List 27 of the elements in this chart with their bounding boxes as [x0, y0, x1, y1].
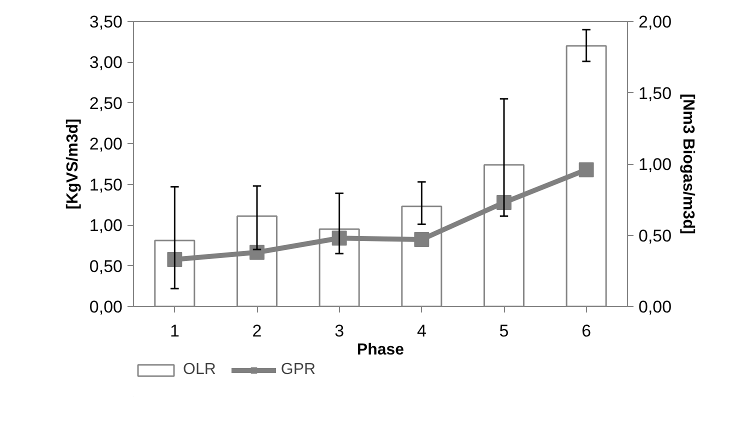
- legend-label: OLR: [183, 361, 216, 379]
- y2-tick-label: 0,00: [638, 298, 672, 316]
- y-axis-title: [KgVS/m3d]: [64, 118, 82, 210]
- y-tick-label: 3,00: [89, 53, 123, 72]
- x-tick-label: 5: [499, 322, 509, 340]
- y-tick-label: 1,00: [89, 216, 123, 236]
- x-tick-label: 1: [170, 322, 180, 340]
- x-tick-label: 4: [416, 322, 426, 340]
- x-tick-label: 6: [582, 322, 592, 340]
- y-tick-label: 1,50: [89, 175, 123, 194]
- x-tick-label: 3: [334, 322, 344, 340]
- y-tick-label: 2,50: [89, 94, 123, 113]
- legend-label: GPR: [280, 361, 316, 379]
- y2-tick-label: 0,50: [638, 226, 672, 246]
- point: [414, 232, 430, 248]
- y-tick-label: 0,00: [89, 298, 123, 316]
- y-tick-label: 3,50: [89, 12, 123, 32]
- x-axis-title: Phase: [356, 342, 404, 358]
- point: [578, 162, 594, 178]
- y-tick-label: 0,50: [89, 256, 123, 276]
- y2-tick-label: 1,50: [638, 84, 672, 103]
- y2-axis-title: [Nm3 Biogas/m3d]: [680, 94, 697, 234]
- x-tick-label: 2: [252, 322, 262, 340]
- y2-tick-label: 1,00: [638, 155, 672, 174]
- y-tick-label: 2,00: [89, 134, 123, 154]
- point: [250, 244, 264, 260]
- y2-tick-label: 2,00: [638, 12, 672, 32]
